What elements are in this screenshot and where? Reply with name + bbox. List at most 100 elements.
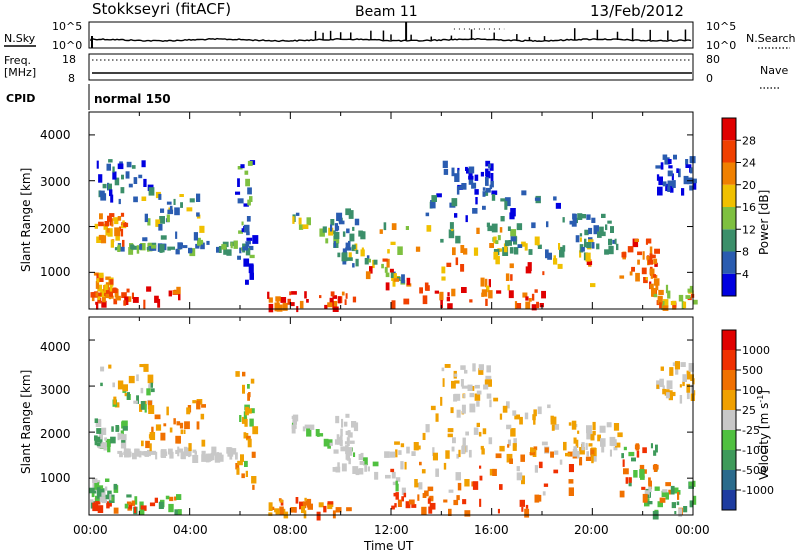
power-cell xyxy=(333,241,336,248)
velocity-cell xyxy=(421,506,427,516)
power-cell xyxy=(105,293,109,299)
velocity-cell xyxy=(655,444,658,453)
velocity-cell xyxy=(346,437,350,447)
velocity-cell xyxy=(474,393,481,401)
colorbar-swatch xyxy=(722,330,736,350)
velocity-cell xyxy=(192,449,197,453)
colorbar-swatch xyxy=(722,350,736,370)
velocity-cell xyxy=(239,415,242,422)
velocity-cell xyxy=(346,507,352,512)
power-cell xyxy=(352,226,355,231)
velocity-cell xyxy=(337,462,340,468)
velocity-cell xyxy=(92,478,98,483)
colorbar-tick-label: -100 xyxy=(742,444,767,457)
velocity-xtick-marks xyxy=(88,317,694,515)
velocity-cell xyxy=(615,442,621,448)
velocity-cell xyxy=(456,495,460,501)
velocity-cell xyxy=(124,393,129,397)
power-cell xyxy=(503,243,508,253)
nsky-line xyxy=(90,37,692,43)
power-cell xyxy=(507,226,511,231)
power-cell xyxy=(146,247,150,251)
velocity-cell xyxy=(126,501,132,505)
velocity-cell xyxy=(662,385,665,390)
velocity-cell xyxy=(461,385,468,389)
velocity-cell xyxy=(352,466,359,474)
velocity-cell xyxy=(586,432,593,440)
velocity-cell xyxy=(469,392,475,398)
power-cell xyxy=(683,175,689,185)
velocity-cell xyxy=(126,494,132,498)
velocity-cell xyxy=(418,482,423,490)
power-cell xyxy=(496,290,502,294)
power-cell xyxy=(306,299,309,303)
power-cell xyxy=(174,207,180,216)
power-cell xyxy=(384,266,388,273)
velocity-cell xyxy=(105,478,110,482)
velocity-cell xyxy=(250,378,255,384)
power-cell xyxy=(596,243,600,250)
power-cell xyxy=(346,228,350,234)
power-cell xyxy=(354,218,360,226)
velocity-cell xyxy=(168,503,174,513)
velocity-cell xyxy=(104,437,107,441)
power-cell xyxy=(100,275,103,279)
power-cell xyxy=(333,235,340,244)
power-cell xyxy=(233,240,238,249)
velocity-cell xyxy=(478,364,484,371)
velocity-cell xyxy=(114,402,120,408)
colorbar-swatch xyxy=(722,162,736,185)
power-cell xyxy=(424,282,429,291)
power-cell xyxy=(657,295,663,305)
power-cell xyxy=(109,285,113,294)
power-cell xyxy=(124,296,129,305)
velocity-cell xyxy=(474,384,480,389)
velocity-cell xyxy=(146,388,151,396)
velocity-cell xyxy=(143,363,149,372)
power-cell xyxy=(97,297,102,304)
velocity-cell xyxy=(392,481,398,486)
power-cell xyxy=(249,254,255,259)
power-cell xyxy=(348,252,352,259)
velocity-cell xyxy=(432,452,438,461)
power-cell xyxy=(525,301,531,310)
power-cell xyxy=(173,198,176,205)
power-cell xyxy=(336,225,340,231)
velocity-cell xyxy=(317,433,320,437)
velocity-cell xyxy=(335,415,340,424)
velocity-cell xyxy=(175,449,179,454)
power-cell xyxy=(196,193,201,202)
power-cell xyxy=(689,285,693,290)
power-cell xyxy=(514,301,518,309)
velocity-cell xyxy=(302,426,306,432)
velocity-cell xyxy=(367,466,370,472)
velocity-cell xyxy=(450,407,454,414)
power-cell xyxy=(601,213,606,218)
power-cell xyxy=(245,178,250,187)
velocity-cell xyxy=(401,496,404,502)
power-cell xyxy=(454,173,460,182)
power-cell xyxy=(302,224,309,229)
power-cell xyxy=(485,298,488,306)
velocity-colorbar xyxy=(721,329,737,511)
power-cell xyxy=(531,293,535,301)
power-cell xyxy=(383,222,387,231)
power-cell xyxy=(468,176,474,185)
velocity-cell xyxy=(165,495,170,500)
velocity-cell xyxy=(148,405,155,414)
velocity-cell xyxy=(111,496,114,501)
power-cell xyxy=(485,187,491,193)
power-cell xyxy=(649,268,655,275)
power-cell xyxy=(243,203,249,207)
power-cell xyxy=(182,245,188,249)
velocity-cell xyxy=(208,453,211,462)
velocity-cell xyxy=(180,450,183,459)
power-cell xyxy=(425,212,430,217)
velocity-cell xyxy=(395,480,398,486)
velocity-cell xyxy=(429,502,436,510)
velocity-cell xyxy=(665,392,670,399)
velocity-cell xyxy=(120,439,127,449)
power-cell xyxy=(364,258,369,265)
velocity-cell xyxy=(96,443,101,447)
freq-panel-frame xyxy=(88,53,694,81)
